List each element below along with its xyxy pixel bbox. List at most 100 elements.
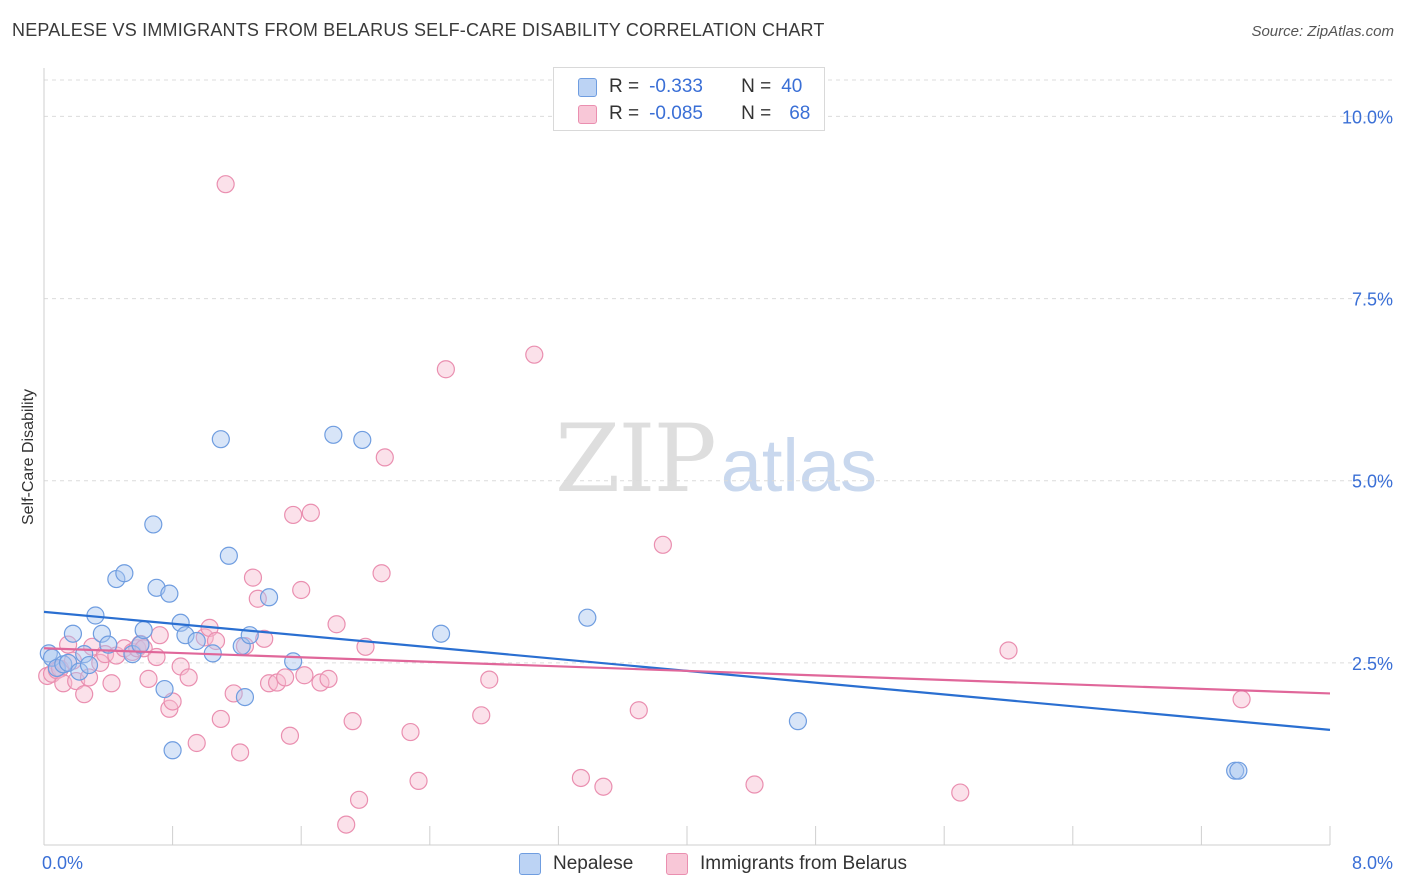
point-belarus	[280, 726, 300, 745]
y-tick-label: 2.5%	[1352, 654, 1393, 674]
point-belarus	[301, 503, 320, 522]
point-belarus	[401, 722, 420, 742]
legend-n-label: N =	[741, 103, 772, 124]
point-belarus	[571, 768, 591, 788]
point-belarus	[179, 668, 198, 687]
point-nepalese	[259, 588, 279, 607]
point-nepalese	[353, 430, 372, 450]
axes	[43, 68, 1331, 846]
point-nepalese	[324, 425, 343, 444]
point-belarus	[337, 815, 356, 834]
watermark-atlas: atlas	[720, 424, 878, 507]
point-nepalese	[79, 655, 99, 675]
data-points	[38, 175, 1251, 834]
point-nepalese	[578, 608, 597, 627]
legend-row-belarus: R = -0.085 N = 68	[578, 102, 810, 126]
point-belarus	[292, 580, 311, 600]
x-tick-label: 8.0%	[1352, 853, 1393, 873]
point-nepalese	[1229, 761, 1248, 780]
point-nepalese	[160, 584, 179, 603]
point-belarus	[224, 684, 243, 703]
point-belarus	[319, 669, 338, 688]
bottom-legend-swatch-belarus	[666, 853, 688, 875]
point-belarus	[75, 685, 94, 704]
point-belarus	[375, 448, 394, 467]
point-belarus	[653, 535, 672, 554]
point-belarus	[187, 733, 206, 753]
point-belarus	[629, 701, 648, 720]
y-axis-label: Self-Care Disability	[20, 388, 37, 526]
point-belarus	[284, 505, 303, 525]
point-belarus	[1232, 690, 1251, 709]
point-belarus	[79, 668, 99, 687]
point-belarus	[231, 743, 250, 762]
point-nepalese	[235, 687, 255, 707]
legend-r-value: -0.333	[649, 76, 703, 97]
bottom-legend-nepalese: Nepalese	[519, 852, 633, 876]
point-nepalese	[99, 635, 118, 654]
point-nepalese	[144, 515, 163, 534]
point-belarus	[436, 360, 455, 379]
trend-lines	[43, 610, 1331, 731]
point-belarus	[480, 670, 499, 689]
legend-n-value: 40	[781, 76, 803, 97]
bottom-legend-label-nepalese: Nepalese	[553, 853, 634, 874]
point-belarus	[372, 564, 391, 583]
tick-labels: 2.5% 5.0% 7.5% 10.0% 0.0% 8.0%	[42, 107, 1393, 873]
legend-n-label: N =	[741, 76, 772, 97]
point-belarus	[594, 777, 613, 796]
point-belarus	[243, 568, 263, 587]
point-nepalese	[219, 546, 238, 565]
y-tick-label: 5.0%	[1352, 472, 1393, 492]
bottom-legend-label-belarus: Immigrants from Belarus	[700, 853, 907, 874]
point-belarus	[349, 790, 369, 809]
source-label: Source: ZipAtlas.com	[1251, 23, 1394, 40]
point-nepalese	[134, 620, 153, 640]
point-belarus	[951, 783, 970, 802]
point-nepalese	[115, 564, 134, 583]
legend-swatch-belarus	[578, 104, 597, 124]
point-belarus	[295, 666, 314, 685]
legend-r-label: R =	[609, 76, 640, 97]
point-belarus	[327, 615, 346, 634]
legend-row-nepalese: R = -0.333 N = 40	[578, 75, 802, 99]
point-belarus	[745, 775, 764, 794]
point-nepalese	[163, 741, 182, 760]
point-nepalese	[211, 430, 230, 449]
legend-r-label: R =	[609, 103, 640, 124]
legend-r-value: -0.085	[649, 103, 703, 124]
point-nepalese	[92, 624, 111, 643]
point-belarus	[999, 641, 1018, 660]
chart-title: NEPALESE VS IMMIGRANTS FROM BELARUS SELF…	[12, 20, 825, 40]
point-nepalese	[284, 652, 303, 671]
stats-legend: R = -0.333 N = 40 R = -0.085 N = 68	[553, 67, 825, 131]
point-belarus	[343, 712, 362, 731]
legend-swatch-nepalese	[578, 77, 597, 97]
bottom-legend-swatch-nepalese	[519, 853, 541, 875]
point-belarus	[216, 175, 235, 194]
point-belarus	[255, 629, 274, 648]
point-belarus	[102, 674, 121, 693]
point-nepalese	[155, 679, 174, 699]
watermark-zip: ZIP	[555, 405, 717, 514]
point-nepalese	[63, 624, 83, 643]
point-nepalese	[187, 631, 206, 651]
legend-n-value: 68	[789, 103, 811, 124]
point-belarus	[139, 669, 158, 688]
trend-line-belarus	[43, 647, 1331, 695]
point-belarus	[409, 771, 428, 790]
point-belarus	[91, 653, 110, 672]
point-belarus	[472, 706, 491, 725]
y-tick-label: 7.5%	[1352, 290, 1393, 310]
point-nepalese	[788, 712, 808, 731]
watermark: ZIPatlas	[555, 405, 877, 514]
bottom-legend-belarus: Immigrants from Belarus	[666, 852, 907, 876]
point-nepalese	[131, 635, 150, 654]
point-nepalese	[70, 662, 89, 681]
point-belarus	[150, 626, 169, 645]
y-tick-label: 10.0%	[1342, 107, 1393, 127]
point-belarus	[211, 709, 230, 729]
point-belarus	[276, 668, 295, 687]
point-belarus	[525, 345, 544, 364]
